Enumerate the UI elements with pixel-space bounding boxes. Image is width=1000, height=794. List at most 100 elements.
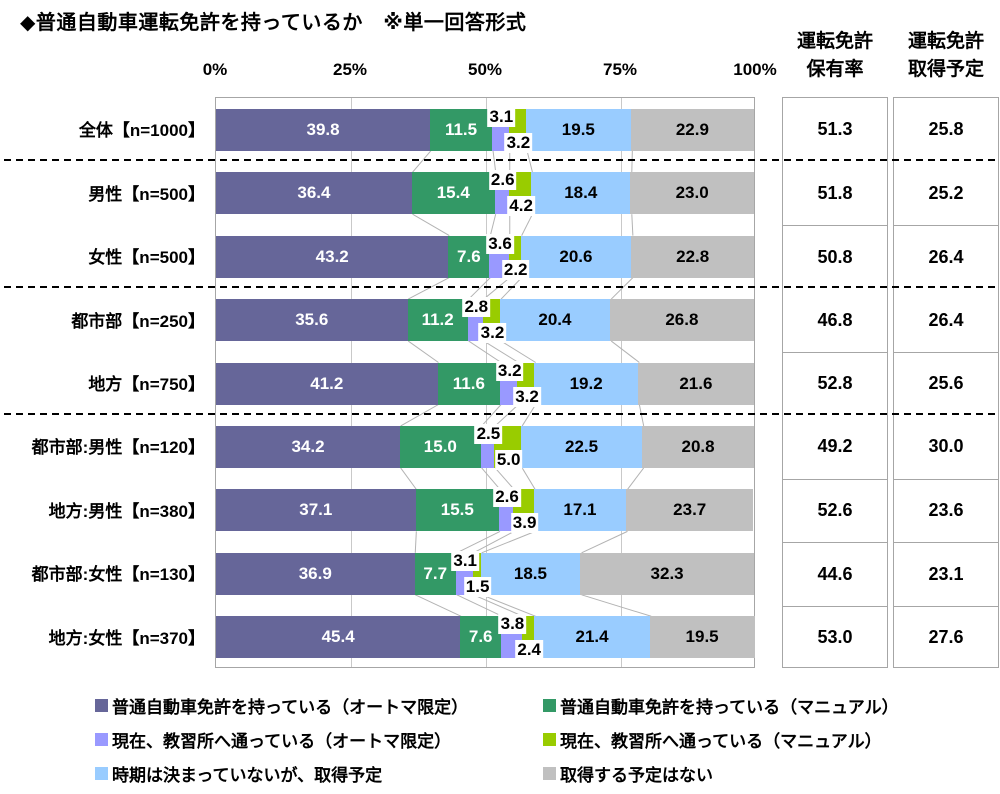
bar-value-label: 36.9 — [298, 563, 332, 583]
legend-swatch — [543, 732, 556, 746]
group-separator — [4, 286, 996, 289]
bar-segment: 22.5 — [521, 425, 643, 468]
legend-label: 現在、教習所へ通っている（マニュアル） — [560, 731, 882, 751]
x-axis-tick-label: 50% — [467, 60, 503, 79]
bar-value-label: 7.6 — [468, 627, 493, 647]
bar-value-label: 4.2 — [507, 196, 535, 217]
table-cell: 49.2 — [817, 436, 853, 457]
bar-segment: 17.1 — [533, 489, 626, 532]
bar-segment: 36.4 — [216, 172, 412, 215]
bar-value-label: 22.8 — [676, 246, 710, 266]
legend-label: 普通自動車免許を持っている（オートマ限定） — [112, 697, 469, 717]
bar-segment: 7.6 — [448, 235, 490, 278]
bar-segment: 41.2 — [216, 362, 438, 405]
bar-value-label: 3.1 — [451, 550, 480, 571]
bar-segment: 26.8 — [609, 299, 754, 342]
bar-segment — [508, 235, 521, 278]
legend-label: 現在、教習所へ通っている（オートマ限定） — [112, 731, 452, 751]
bar-value-label: 20.4 — [538, 310, 572, 330]
bar-value-label: 26.8 — [665, 310, 699, 330]
bar-value-label: 11.6 — [452, 373, 485, 393]
bar-segment: 20.6 — [520, 235, 632, 278]
bar-value-label: 5.0 — [494, 449, 523, 470]
bar-value-label: 21.6 — [679, 373, 713, 393]
bar-value-label: 43.2 — [315, 246, 349, 266]
x-axis-tick-label: 0% — [202, 60, 228, 79]
bar-value-label: 39.8 — [306, 119, 340, 139]
table-header-line: 運転免許 — [796, 31, 873, 52]
category-label: 女性【n=500】 — [88, 248, 205, 268]
table-cell: 44.6 — [783, 542, 887, 605]
bar-value-label: 36.4 — [297, 183, 331, 203]
bar-value-label: 2.8 — [462, 297, 491, 318]
legend-label: 普通自動車免許を持っている（マニュアル） — [560, 697, 899, 717]
bar-segment: 22.9 — [630, 108, 754, 151]
plot-area: 39.8 11.5 19.5 22.9 3.1 3.2 36.4 15.4 18.4 23.0 2.… — [215, 97, 755, 668]
bar-value-label: 19.2 — [569, 373, 603, 393]
bar-value-label: 41.2 — [310, 373, 344, 393]
category-label: 地方:男性【n=380】 — [48, 501, 205, 521]
bar-segment: 19.5 — [525, 108, 631, 151]
bar-value-label: 20.6 — [559, 246, 593, 266]
bar-row: 39.8 11.5 19.5 22.9 — [216, 108, 754, 151]
bar-value-label: 3.2 — [478, 323, 507, 344]
group-separator — [4, 413, 996, 416]
bar-segment: 11.2 — [407, 299, 468, 342]
bar-value-label: 15.4 — [436, 183, 470, 203]
table-cell: 23.6 — [894, 478, 998, 542]
table-cell: 30.0 — [928, 436, 964, 457]
category-label: 全体【n=1000】 — [78, 121, 205, 141]
bar-value-label: 3.8 — [498, 614, 527, 635]
bar-value-label: 3.2 — [495, 360, 524, 381]
bar-row: 36.4 15.4 18.4 23.0 — [216, 172, 754, 215]
bar-value-label: 23.7 — [673, 500, 707, 520]
bar-segment: 7.6 — [460, 616, 502, 659]
legend-label: 取得する予定はない — [560, 765, 713, 785]
bar-value-label: 2.5 — [474, 423, 503, 444]
table-cell: 52.6 — [783, 478, 887, 542]
bar-value-label: 3.2 — [513, 386, 541, 407]
bar-segment: 11.6 — [437, 362, 501, 405]
bar-row: 34.2 15.0 22.5 20.8 — [216, 425, 754, 468]
bar-value-label: 15.0 — [423, 436, 457, 456]
bar-value-label: 19.5 — [561, 119, 595, 139]
bar-value-label: 37.1 — [299, 500, 333, 520]
category-label: 地方:女性【n=370】 — [48, 628, 205, 648]
table-cell: 53.0 — [783, 605, 887, 669]
connector-lines — [400, 150, 652, 617]
table-cell: 26.4 — [928, 309, 964, 330]
bar-value-label: 15.5 — [440, 500, 474, 520]
table-cell: 50.8 — [783, 224, 887, 288]
table-cell: 25.2 — [928, 182, 964, 203]
legend-swatch — [543, 698, 556, 712]
bar-value-label: 7.6 — [457, 246, 481, 266]
legend-item: 現在、教習所へ通っている（マニュアル） — [543, 727, 882, 751]
table-cell: 25.6 — [894, 351, 998, 415]
bar-segment: 21.4 — [534, 616, 650, 659]
bar-value-label: 1.5 — [463, 576, 492, 597]
bar-segment: 22.8 — [631, 235, 754, 278]
bar-value-label: 18.5 — [513, 563, 547, 583]
table-cell: 51.3 — [817, 119, 853, 140]
table-cell: 27.6 — [894, 605, 998, 669]
bar-segment: 11.5 — [430, 108, 492, 151]
bar-value-label: 7.7 — [423, 563, 448, 583]
bar-segment: 20.4 — [500, 299, 610, 342]
table-header-line: 取得予定 — [907, 59, 984, 80]
bar-value-label: 32.3 — [650, 563, 684, 583]
table-cell: 52.8 — [783, 351, 887, 415]
bar-segment: 21.6 — [637, 362, 754, 405]
bar-segment: 35.6 — [216, 299, 408, 342]
bar-value-label: 23.0 — [675, 183, 709, 203]
bar-segment: 15.0 — [399, 425, 481, 468]
bar-value-label: 11.5 — [444, 119, 478, 139]
bar-value-label: 20.8 — [681, 436, 715, 456]
table-cell: 23.1 — [894, 542, 998, 605]
x-axis-tick-label: 25% — [332, 60, 368, 79]
bar-value-label: 3.1 — [487, 106, 516, 127]
table-cell: 26.4 — [894, 224, 998, 288]
bar-segment: 36.9 — [216, 552, 415, 595]
table-cell: 46.8 — [817, 309, 853, 330]
bar-value-label: 2.6 — [493, 487, 521, 508]
bar-segment: 43.2 — [216, 235, 449, 278]
